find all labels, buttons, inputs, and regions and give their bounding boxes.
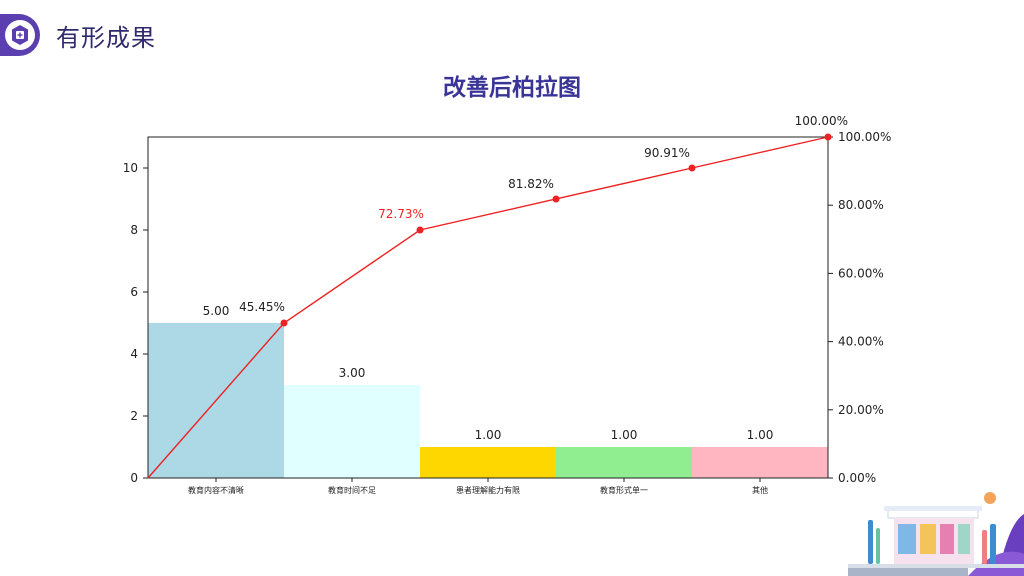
bar [692, 447, 828, 478]
y2-tick-label: 20.00% [838, 403, 884, 417]
chart-title: 改善后柏拉图 [443, 75, 581, 101]
y-tick-label: 6 [130, 285, 138, 299]
cumulative-point [416, 226, 424, 234]
hexagon-badge-icon [5, 20, 35, 50]
cumulative-point-label: 72.73% [378, 207, 424, 221]
building-illustration [848, 492, 1024, 576]
y2-tick-label: 0.00% [838, 471, 876, 485]
x-tick-label: 教育时间不足 [328, 485, 376, 495]
x-tick-label: 教育形式单一 [600, 485, 648, 495]
cumulative-point [552, 195, 560, 203]
cumulative-point-label: 90.91% [644, 146, 690, 160]
cumulative-point-label: 100.00% [795, 114, 848, 128]
y-tick-label: 2 [130, 409, 138, 423]
bar [556, 447, 692, 478]
bar [284, 385, 420, 478]
bar [420, 447, 556, 478]
bar-value-label: 1.00 [611, 428, 638, 442]
cumulative-point [280, 319, 288, 327]
y2-tick-label: 60.00% [838, 266, 884, 280]
bar-value-label: 1.00 [475, 428, 502, 442]
plot-frame [147, 136, 829, 479]
bar-value-label: 3.00 [339, 366, 366, 380]
y2-tick-label: 100.00% [838, 130, 891, 144]
x-tick-label: 患者理解能力有限 [456, 485, 520, 495]
y-tick-label: 0 [130, 471, 138, 485]
cumulative-point [688, 164, 696, 172]
cumulative-point [824, 133, 832, 141]
cumulative-point-label: 81.82% [508, 177, 554, 191]
y-tick-label: 10 [123, 161, 138, 175]
y-tick-label: 4 [130, 347, 138, 361]
cumulative-point-label: 45.45% [239, 300, 285, 314]
cumulative-line [147, 136, 829, 479]
page-title: 有形成果 [56, 24, 156, 52]
bar-value-label: 1.00 [747, 428, 774, 442]
y2-tick-label: 80.00% [838, 198, 884, 212]
y2-tick-label: 40.00% [838, 335, 884, 349]
bar-value-label: 5.00 [203, 304, 230, 318]
x-tick-label: 其他 [752, 485, 768, 495]
x-tick-label: 教育内容不清晰 [188, 485, 244, 495]
y-tick-label: 8 [130, 223, 138, 237]
